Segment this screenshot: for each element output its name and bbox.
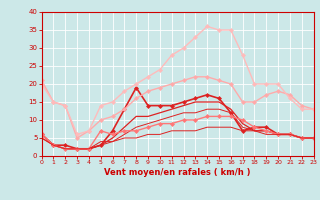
X-axis label: Vent moyen/en rafales ( km/h ): Vent moyen/en rafales ( km/h ) [104,168,251,177]
